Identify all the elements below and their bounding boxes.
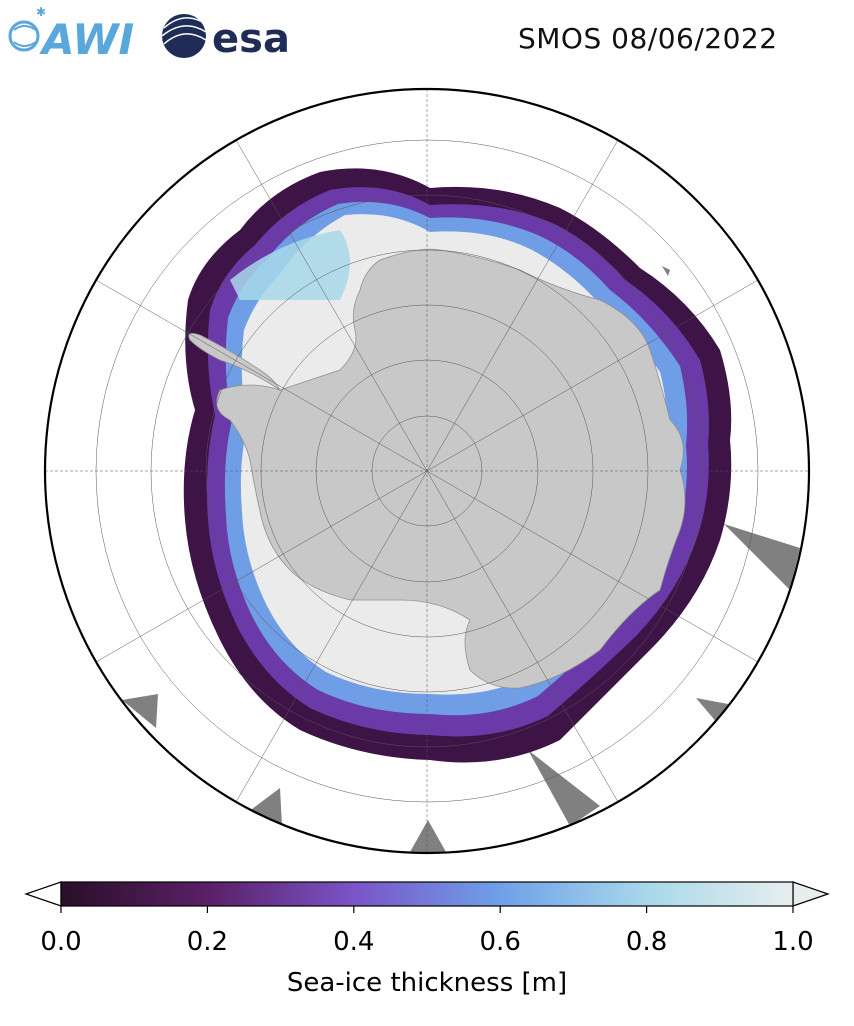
meridian-lines [45,89,809,853]
colorbar-tick-label: 0.6 [480,927,521,957]
colorbar-min-extend [24,881,62,907]
colorbar-max-extend [792,881,830,907]
awi-logo: ✱ AWI [8,5,134,64]
colorbar-tick-label: 0.0 [40,927,81,957]
esa-logo-text: esa [212,16,290,62]
header: ✱ AWI esa SMOS 08/06/2022 [0,0,854,80]
awi-logo-text: AWI [39,15,134,64]
map-boundary [43,87,811,855]
nodata-wedges [122,266,800,852]
colorbar-gradient [60,881,794,907]
colorbar-tick-label: 0.8 [626,927,667,957]
logos: ✱ AWI esa [8,5,290,64]
colorbar-tick-label: 1.0 [772,927,813,957]
esa-logo: esa [161,14,290,62]
colorbar-label: Sea-ice thickness [m] [287,968,567,998]
antarctic-map [43,87,811,855]
antarctica-land [216,248,686,689]
colorbar-ticks: 0.0 0.2 0.4 0.6 0.8 1.0 [40,906,814,957]
colorbar-tick-label: 0.2 [187,927,228,957]
antarctic-peninsula [188,332,282,392]
svg-text:✱: ✱ [36,5,46,19]
map-title: SMOS 08/06/2022 [518,22,778,55]
weddell-sea-streak [230,230,350,300]
colorbar-tick-label: 0.4 [333,927,374,957]
